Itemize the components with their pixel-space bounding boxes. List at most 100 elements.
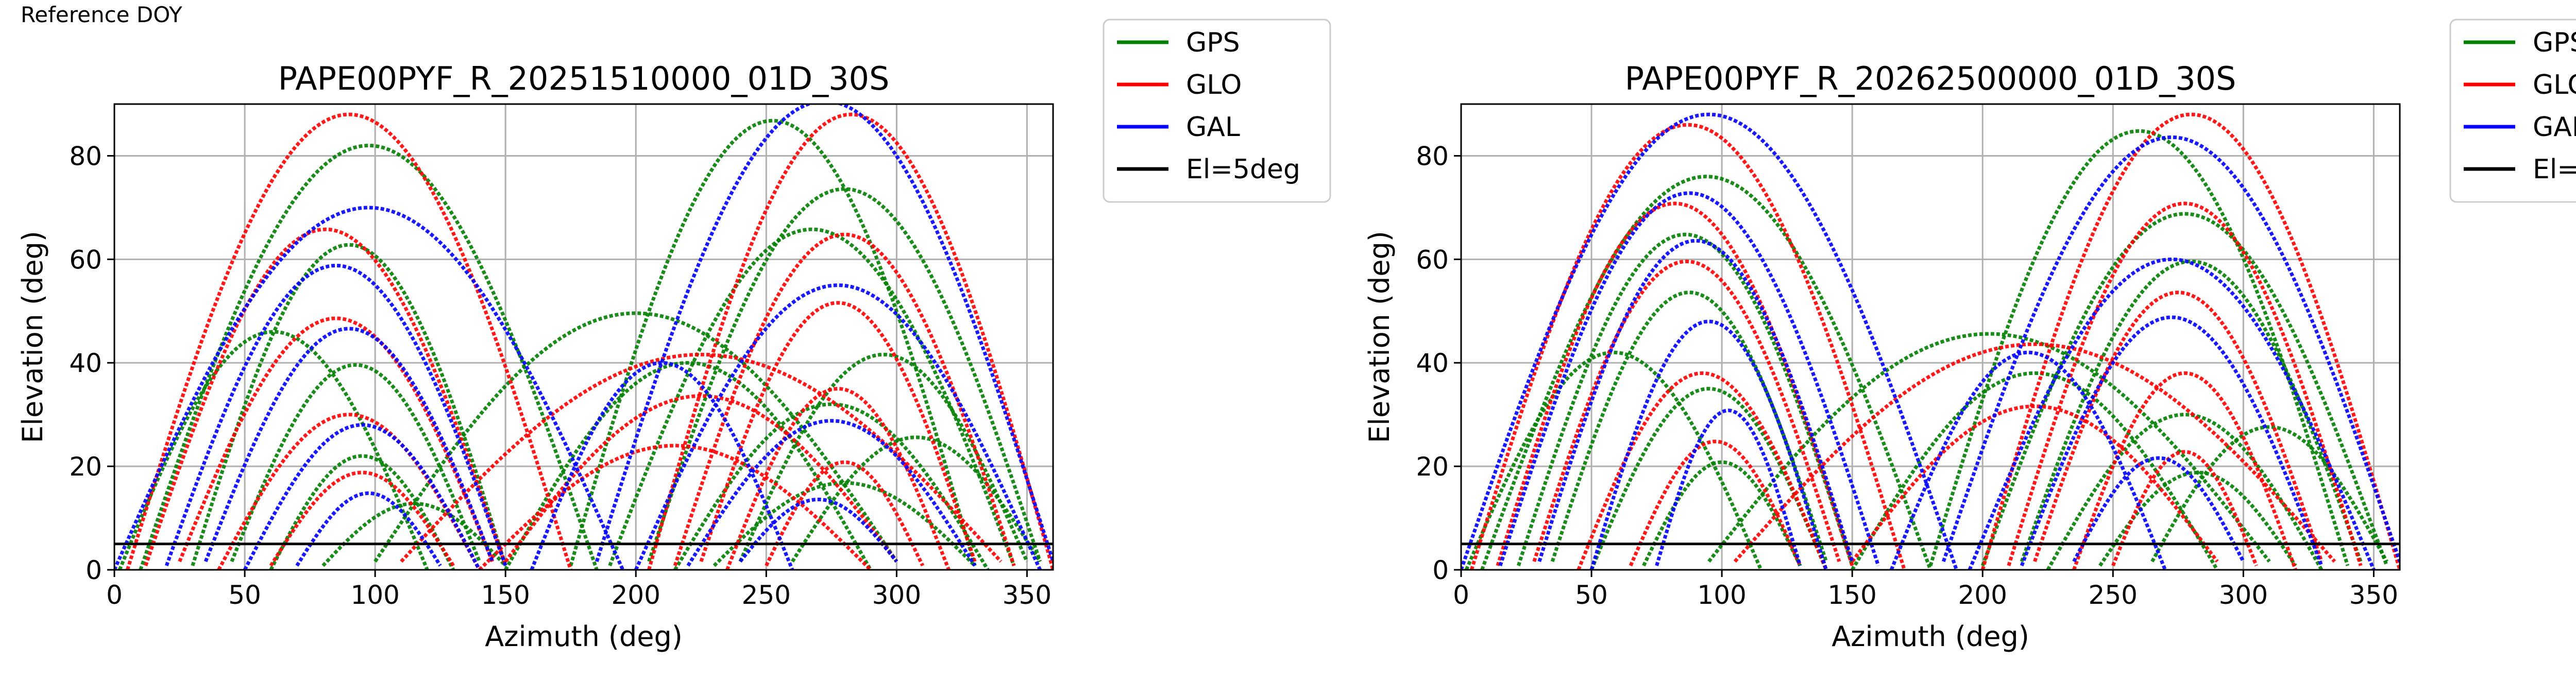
glo-pass-track: [400, 352, 1003, 563]
gps-pass-track: [230, 363, 481, 563]
chart-title: PAPE00PYF_R_20251510000_01D_30S: [278, 60, 890, 97]
x-tick-label: 200: [1958, 580, 2007, 610]
glo-pass-track: [1496, 201, 1854, 567]
glo-pass-track: [2007, 201, 2363, 567]
x-axis-label: Azimuth (deg): [1832, 620, 2029, 653]
y-tick-label: 40: [69, 348, 102, 378]
glo-pass-track: [765, 460, 925, 567]
gps-pass-track: [673, 402, 990, 570]
y-tick-label: 80: [69, 141, 102, 171]
x-tick-label: 150: [481, 580, 530, 610]
gal-pass-track: [738, 497, 899, 563]
x-tick-label: 50: [228, 580, 261, 610]
glo-pass-track: [125, 112, 573, 570]
y-tick-label: 20: [69, 452, 102, 482]
glo-pass-track: [1980, 112, 2400, 570]
x-tick-label: 100: [1697, 580, 1746, 610]
x-tick-label: 100: [350, 580, 399, 610]
gps-pass-track: [1464, 350, 1763, 570]
gal-pass-track: [595, 104, 1053, 562]
gal-pass-track: [1537, 239, 1854, 562]
x-tick-label: 150: [1827, 580, 1876, 610]
gal-pass-track: [1655, 409, 1802, 566]
gps-pass-track: [2150, 425, 2388, 563]
glo-pass-track: [1532, 259, 1841, 562]
x-tick-label: 300: [2219, 580, 2268, 610]
y-tick-label: 40: [1416, 348, 1449, 378]
gps-pass-track: [1516, 232, 1854, 567]
gps-pass-track: [1851, 371, 2219, 570]
x-tick-label: 0: [106, 580, 123, 610]
legend-label-gps: GPS: [1186, 27, 1240, 58]
gps-pass-track: [2020, 259, 2363, 563]
plot-area: [114, 104, 1053, 570]
gal-pass-track: [1498, 191, 1880, 567]
glo-pass-track: [1851, 404, 2219, 563]
glo-pass-track: [1629, 439, 1802, 567]
gps-pass-track: [738, 352, 1029, 563]
x-tick-label: 0: [1453, 580, 1469, 610]
glo-pass-track: [2072, 371, 2297, 570]
glo-pass-track: [178, 316, 495, 563]
gal-pass-track: [114, 206, 625, 570]
glo-pass-track: [144, 227, 507, 567]
x-tick-label: 350: [2349, 580, 2398, 610]
legend-label-gal: GAL: [2533, 112, 2576, 143]
legend-label-gps: GPS: [2533, 27, 2576, 58]
y-tick-label: 0: [1432, 555, 1449, 585]
chart-title: PAPE00PYF_R_20262500000_01D_30S: [1625, 60, 2236, 97]
gps-pass-track: [1642, 460, 1802, 567]
legend-label-glo: GLO: [2533, 70, 2576, 100]
axes-frame: [113, 103, 1054, 571]
legend: GPS GLO GAL El=5deg: [1103, 19, 1331, 203]
gps-pass-track: [321, 501, 507, 567]
gal-pass-track: [1968, 257, 2376, 570]
axes-frame: [1460, 103, 2401, 571]
gps-pass-track: [2098, 470, 2297, 567]
plot-area: [1461, 112, 2400, 570]
y-tick-label: 20: [1416, 452, 1449, 482]
gps-pass-track: [1480, 175, 1933, 570]
glo-pass-track: [2033, 291, 2324, 563]
gal-pass-track: [530, 361, 794, 570]
gps-pass-track: [647, 187, 1042, 563]
legend-label-el-5deg: El=5deg: [1186, 154, 1300, 185]
legend: GPS GLO GAL El=5deg: [2449, 19, 2576, 203]
x-tick-label: 350: [1003, 580, 1052, 610]
gal-pass-track: [243, 423, 481, 570]
figure-header-text: Reference DOY: [21, 2, 182, 27]
gps-pass-track: [1707, 332, 2271, 563]
gal-pass-track: [164, 263, 507, 567]
gal-pass-track: [295, 491, 442, 567]
glo-pass-track: [1733, 342, 2336, 563]
y-axis-label: Elevation (deg): [16, 231, 49, 443]
legend-box: [1103, 19, 1331, 203]
legend-label-gal: GAL: [1186, 112, 1240, 143]
glo-pass-track: [699, 301, 977, 563]
y-tick-label: 60: [1416, 245, 1449, 275]
gps-pass-track: [569, 118, 977, 566]
gal-pass-track: [2020, 315, 2324, 567]
gps-pass-track: [191, 243, 507, 567]
chart-panel-2: 0 50 100 150 200 250 300 350 0 20 40 60 80 Azimuth (d…: [1363, 19, 2576, 653]
gal-pass-track: [2072, 456, 2245, 563]
legend-box: [2449, 19, 2576, 203]
chart-panel-1: 0 50 100 150 200 250 300 350 0 20 40 60 80 Azimuth (d…: [16, 19, 1331, 653]
y-tick-label: 80: [1416, 141, 1449, 171]
legend-label-glo: GLO: [1186, 70, 1242, 100]
gal-pass-track: [686, 419, 977, 567]
x-tick-label: 250: [742, 580, 791, 610]
gps-pass-track: [1550, 291, 1828, 562]
gps-pass-track: [269, 454, 455, 570]
gps-pass-track: [504, 361, 872, 570]
legend-label-el-5deg: El=5deg: [2533, 154, 2576, 185]
glo-pass-track: [647, 112, 1053, 570]
gps-pass-track: [790, 435, 1042, 563]
gps-pass-track: [608, 227, 1016, 567]
x-tick-label: 300: [872, 580, 921, 610]
glo-pass-track: [2111, 450, 2258, 567]
y-tick-label: 0: [86, 555, 102, 585]
x-tick-label: 200: [612, 580, 660, 610]
glo-pass-track: [1577, 371, 1828, 570]
